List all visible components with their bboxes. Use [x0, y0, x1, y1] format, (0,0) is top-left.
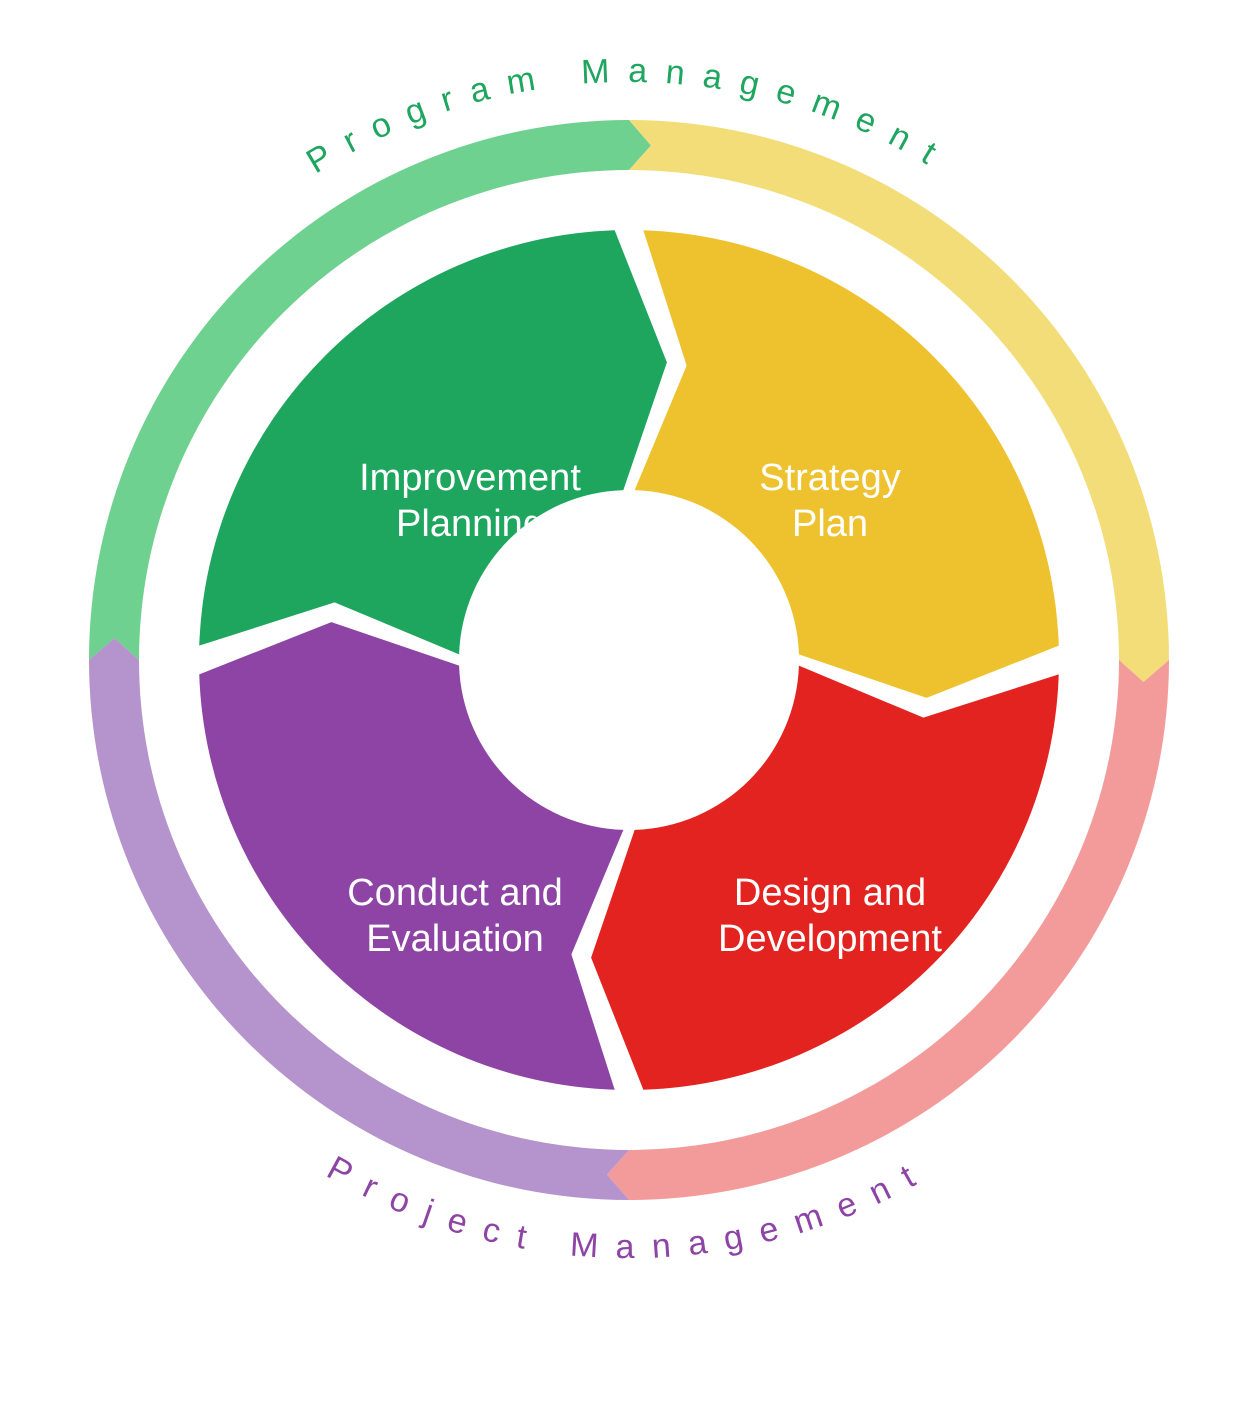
management-cycle-diagram: ImprovementPlanningStrategyPlanDesign an…: [0, 0, 1258, 1426]
